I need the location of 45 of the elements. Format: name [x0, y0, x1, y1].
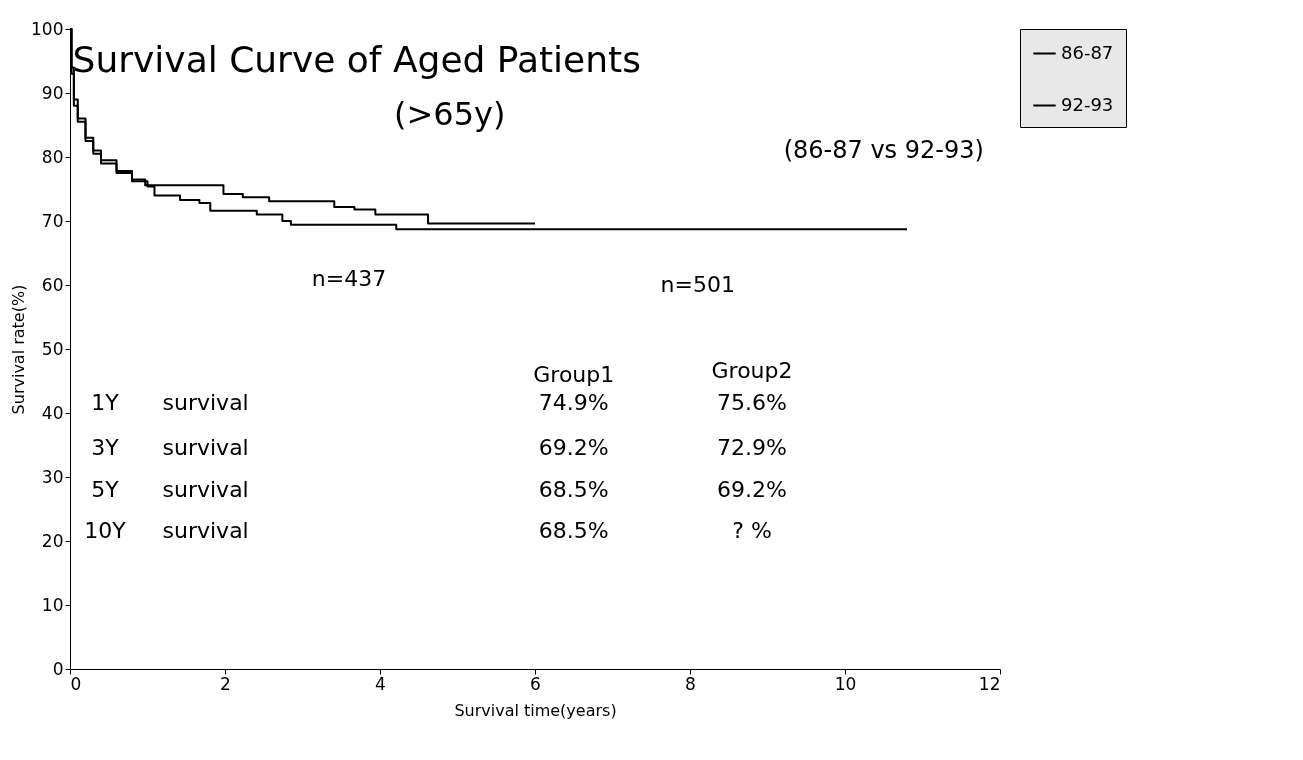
annotation: Group1 — [533, 361, 615, 387]
annotation: 68.5% — [538, 518, 609, 544]
annotation: 10Y — [84, 518, 127, 544]
annotation: survival — [162, 518, 249, 544]
annotation: (86-87 vs 92-93) — [783, 135, 984, 164]
annotation: 75.6% — [717, 390, 787, 416]
y-tick-label: 40 — [41, 402, 64, 423]
x-tick-label: 12 — [978, 673, 1001, 694]
annotation: 5Y — [91, 476, 120, 502]
x-tick-label: 8 — [685, 673, 696, 694]
y-tick-label: 80 — [41, 146, 64, 167]
text: (>65y) — [394, 95, 506, 134]
annotation: 74.9% — [538, 390, 609, 416]
annotation: 1Y — [91, 390, 120, 416]
y-tick-label: 100 — [31, 18, 64, 39]
annotation: 72.9% — [717, 435, 787, 461]
y-tick-label: 50 — [41, 338, 64, 359]
y-tick-label: 20 — [41, 530, 64, 551]
annotation: 69.2% — [717, 476, 787, 502]
y-tick-label: 60 — [41, 274, 64, 295]
y-axis-title: Survival rate(%) — [9, 284, 29, 415]
annotation: Group2 — [711, 358, 793, 384]
annotation: 68.5% — [538, 476, 609, 502]
annotation: n=501 — [660, 272, 735, 297]
y-tick-label: 30 — [41, 466, 64, 487]
annotation: 3Y — [91, 435, 120, 461]
x-tick-label: 2 — [220, 673, 231, 694]
annotation: n=437 — [311, 265, 387, 291]
x-tick-label: 0 — [70, 673, 82, 694]
y-tick-label: 10 — [41, 594, 64, 615]
y-tick-label: 90 — [41, 82, 64, 103]
annotation: ? % — [732, 518, 772, 544]
x-tick-label: 10 — [834, 673, 857, 694]
x-tick-label: 4 — [375, 673, 386, 694]
legend-label: 86-87 — [1061, 41, 1114, 63]
chart-title: Survival Curve of Aged Patients — [72, 39, 641, 80]
legend-label: 92-93 — [1061, 93, 1114, 115]
annotation: survival — [162, 390, 249, 416]
y-tick-label: 0 — [52, 658, 64, 679]
annotation: survival — [162, 435, 249, 461]
y-tick-label: 70 — [41, 210, 64, 231]
x-tick-label: 6 — [530, 673, 541, 694]
x-axis-title: Survival time(years) — [454, 700, 617, 720]
annotation: survival — [162, 476, 249, 502]
annotation: 69.2% — [538, 435, 609, 461]
